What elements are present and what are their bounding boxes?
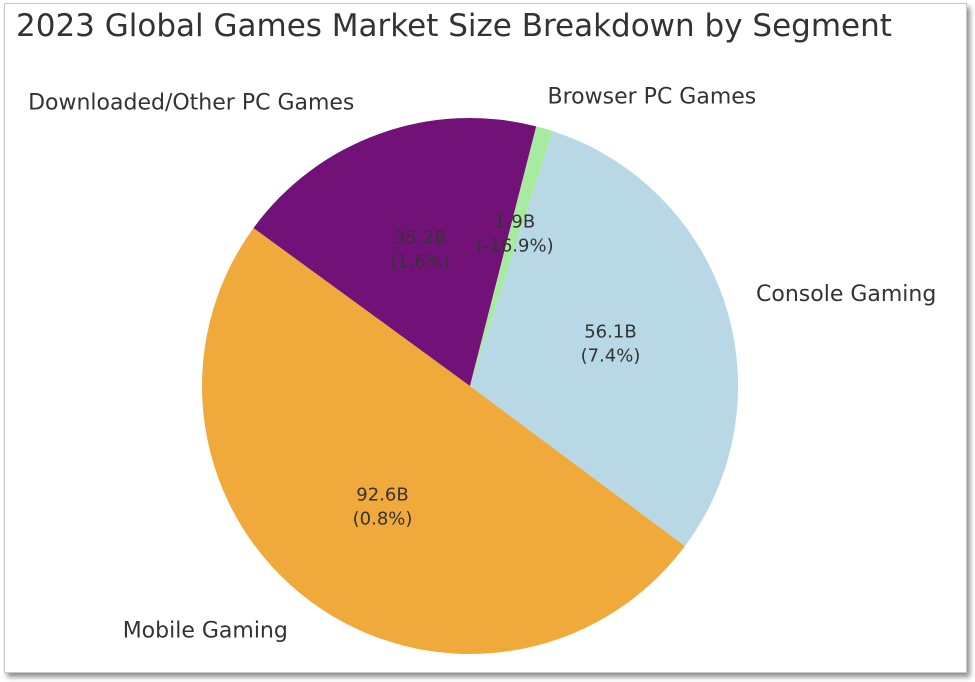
slice-category-label: Browser PC Games: [548, 85, 757, 110]
pie-slice-console-gaming: [470, 131, 738, 547]
slice-growth-label: (-16.9%): [476, 236, 554, 257]
slice-growth-label: (7.4%): [581, 345, 641, 366]
slice-category-label: Console Gaming: [756, 282, 936, 307]
slice-growth-label: (0.8%): [353, 509, 413, 530]
pie-slice-mobile-gaming: [201, 228, 685, 655]
slice-value-label: 92.6B: [356, 485, 408, 506]
pie-slice-downloaded-other-pc-games: [253, 117, 537, 386]
slice-category-label: Mobile Gaming: [123, 619, 288, 644]
slice-category-label: Downloaded/Other PC Games: [28, 91, 354, 116]
slice-value-label: 35.2B: [394, 227, 446, 248]
pie-slice-browser-pc-games: [470, 126, 553, 386]
slice-value-label: 56.1B: [584, 321, 636, 342]
slice-growth-label: (1.6%): [390, 251, 450, 272]
chart-title: 2023 Global Games Market Size Breakdown …: [16, 8, 892, 44]
slice-value-label: 1.9B: [494, 212, 535, 233]
